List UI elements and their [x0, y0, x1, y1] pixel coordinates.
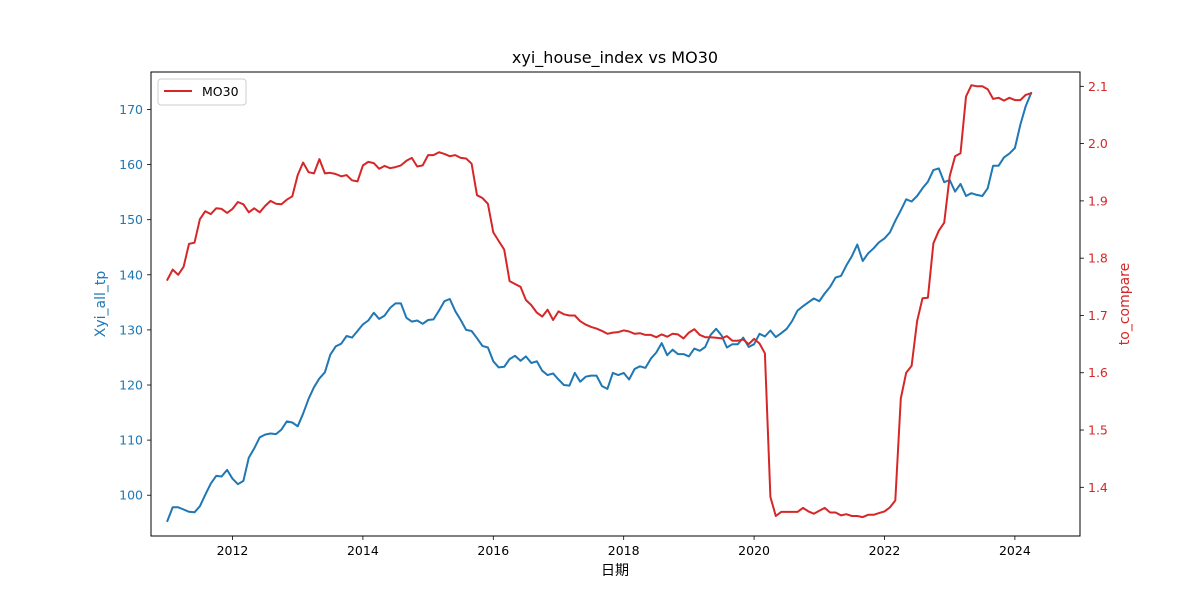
left-y-tick-label: 120: [119, 378, 143, 393]
legend-label-mo30: MO30: [202, 84, 239, 99]
chart-title: xyi_house_index vs MO30: [512, 48, 718, 68]
right-y-tick-label: 1.6: [1088, 365, 1108, 380]
x-tick-label: 2024: [999, 543, 1031, 558]
series-line-mo30: [166, 84, 1033, 519]
right-y-tick-label: 1.5: [1088, 423, 1108, 438]
right-y-tick-label: 2.1: [1088, 79, 1108, 94]
right-y-tick-label: 1.9: [1088, 193, 1108, 208]
legend: MO30: [157, 78, 247, 106]
plot-area: [166, 84, 1033, 523]
left-y-tick-label: 130: [119, 322, 143, 337]
plot-frame: [150, 71, 1081, 537]
series-line-xyi-all-tp: [166, 91, 1033, 523]
left-y-tick-label: 160: [119, 157, 143, 172]
left-y-tick-label: 140: [119, 267, 143, 282]
x-tick-label: 2012: [217, 543, 249, 558]
left-y-tick-label: 100: [119, 488, 143, 503]
left-y-tick-label: 170: [119, 102, 143, 117]
left-y-tick-label: 110: [119, 433, 143, 448]
right-y-tick-label: 1.7: [1088, 308, 1108, 323]
left-y-axis-label: Xyi_all_tp: [93, 271, 109, 338]
right-y-axis-label: to_compare: [1117, 263, 1133, 345]
x-axis-label: 日期: [601, 563, 629, 579]
left-y-tick-label: 150: [119, 212, 143, 227]
x-tick-label: 2014: [347, 543, 379, 558]
x-tick-label: 2022: [869, 543, 901, 558]
right-y-axis: 1.4 1.5 1.6 1.7 1.8 1.9 2.0 2.1: [1080, 79, 1108, 495]
left-y-axis: 100 110 120 130 140 150 160 170: [119, 102, 151, 503]
legend-box: [157, 78, 247, 106]
right-y-tick-label: 1.8: [1088, 251, 1108, 266]
x-tick-label: 2016: [477, 543, 509, 558]
right-y-tick-label: 2.0: [1088, 136, 1108, 151]
x-tick-label: 2020: [738, 543, 770, 558]
right-y-tick-label: 1.4: [1088, 480, 1108, 495]
x-axis: 2012 2014 2016 2018 2020 2022 2024: [217, 536, 1031, 558]
x-tick-label: 2018: [608, 543, 640, 558]
